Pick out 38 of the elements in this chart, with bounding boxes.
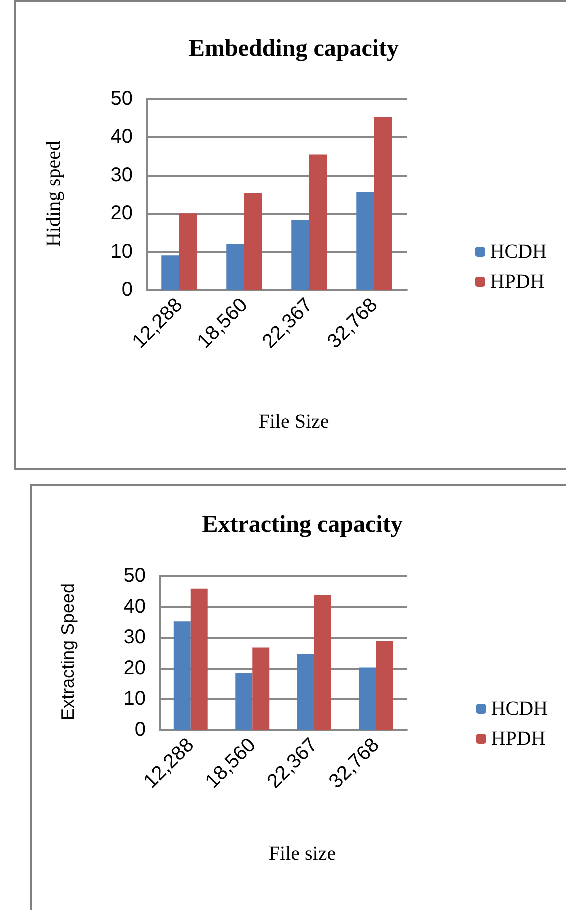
- bar: [162, 256, 180, 290]
- x-axis-title: File size: [268, 843, 336, 865]
- y-axis-title: Hiding speed: [43, 140, 65, 248]
- x-axis-title: File Size: [258, 411, 330, 433]
- bar: [297, 654, 314, 730]
- bar: [356, 192, 374, 290]
- legend-label: HCDH: [491, 698, 548, 720]
- y-tick-label: 50: [110, 88, 133, 110]
- bar: [244, 192, 262, 290]
- bar: [310, 154, 328, 290]
- y-tick-label: 0: [122, 279, 133, 301]
- bar: [359, 668, 376, 730]
- bar: [174, 622, 191, 730]
- bar: [236, 673, 253, 730]
- bar: [190, 588, 208, 730]
- y-tick-label: 40: [124, 596, 146, 618]
- bar: [374, 116, 392, 290]
- bar: [376, 640, 394, 730]
- chart-title: Extracting capacity: [202, 512, 403, 538]
- bar: [314, 595, 332, 730]
- y-tick-label: 10: [124, 688, 146, 710]
- y-tick-label: 20: [110, 202, 133, 225]
- bar: [292, 220, 310, 290]
- legend-label: HPDH: [491, 728, 546, 750]
- y-axis-title: Extracting Speed: [58, 583, 78, 721]
- y-tick-label: 30: [110, 164, 133, 186]
- y-tick-label: 0: [134, 719, 146, 741]
- y-tick-label: 10: [110, 240, 133, 263]
- legend-label: HCDH: [490, 241, 547, 263]
- bar: [252, 648, 270, 730]
- y-tick-label: 40: [110, 126, 133, 148]
- bar: [180, 214, 198, 290]
- chart-title: Embedding capacity: [188, 36, 400, 62]
- bar: [226, 244, 244, 290]
- y-tick-label: 30: [124, 626, 146, 649]
- legend-label: HPDH: [490, 271, 545, 293]
- y-tick-label: 50: [124, 565, 146, 587]
- y-tick-label: 20: [124, 657, 146, 680]
